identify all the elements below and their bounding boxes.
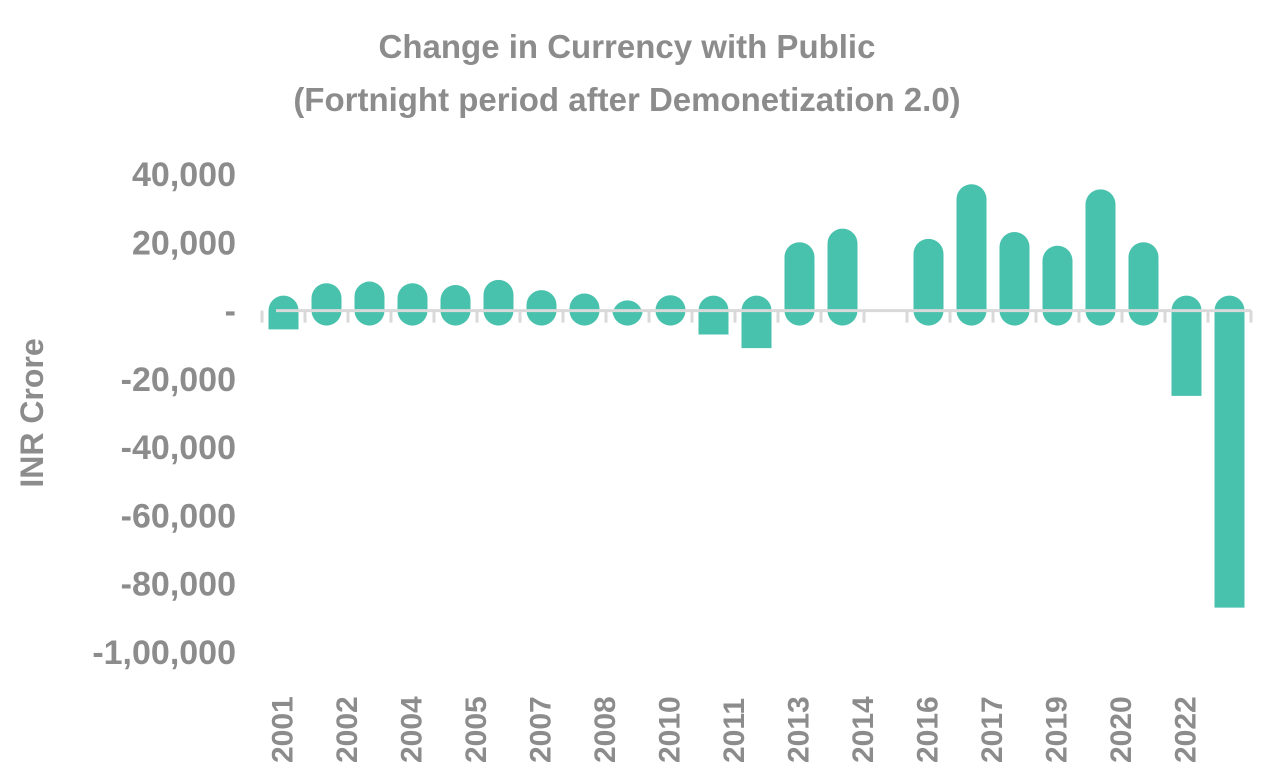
bar [311,283,342,326]
bar [483,279,514,326]
bar [1214,295,1245,608]
bar [1085,189,1116,326]
y-tick-label: -20,000 [121,361,236,399]
bar [741,295,772,349]
chart-subtitle: (Fortnight period after Demonetization 2… [293,81,960,118]
x-tick-label: 2022 [1170,696,1203,763]
y-tick-label: 20,000 [132,224,236,262]
bar [827,228,858,326]
x-tick-label: 2019 [1041,696,1074,763]
y-axis-label: INR Crore [14,338,50,487]
x-tick-label: 2004 [396,696,429,763]
y-tick-label: -80,000 [121,566,236,604]
bar [354,281,385,326]
y-tick-label: 40,000 [132,156,236,194]
x-tick-label: 2016 [912,696,945,763]
x-tick-label: 2002 [331,696,364,763]
bar [1128,242,1159,326]
y-tick-label: - [225,293,236,331]
bar [440,284,471,326]
x-tick-label: 2010 [654,696,687,763]
bar [526,290,557,326]
bar [1171,295,1202,396]
x-tick-label: 2020 [1105,696,1138,763]
y-tick-label: -60,000 [121,497,236,535]
x-tick-label: 2001 [267,696,300,763]
bar [999,232,1030,326]
x-tick-label: 2007 [525,696,558,763]
x-tick-label: 2014 [847,696,880,763]
x-tick-label: 2008 [589,696,622,763]
x-tick-label: 2005 [460,696,493,763]
chart-title: Change in Currency with Public [379,28,876,65]
bar [913,238,944,326]
x-tick-label: 2017 [976,696,1009,763]
y-tick-label: -40,000 [121,429,236,467]
bar [956,184,987,326]
bar [397,283,428,326]
x-tick-label: 2011 [718,698,751,763]
bar [1042,245,1073,326]
plot-area: 40,000 20,000 - -20,000 -40,000 -60,000 -80,00… [92,156,1253,763]
bar [268,295,299,330]
bar [698,295,729,335]
y-tick-label: -1,00,000 [92,634,236,672]
x-tick-label: 2013 [783,696,816,763]
bar [612,300,643,326]
bar [784,242,815,326]
